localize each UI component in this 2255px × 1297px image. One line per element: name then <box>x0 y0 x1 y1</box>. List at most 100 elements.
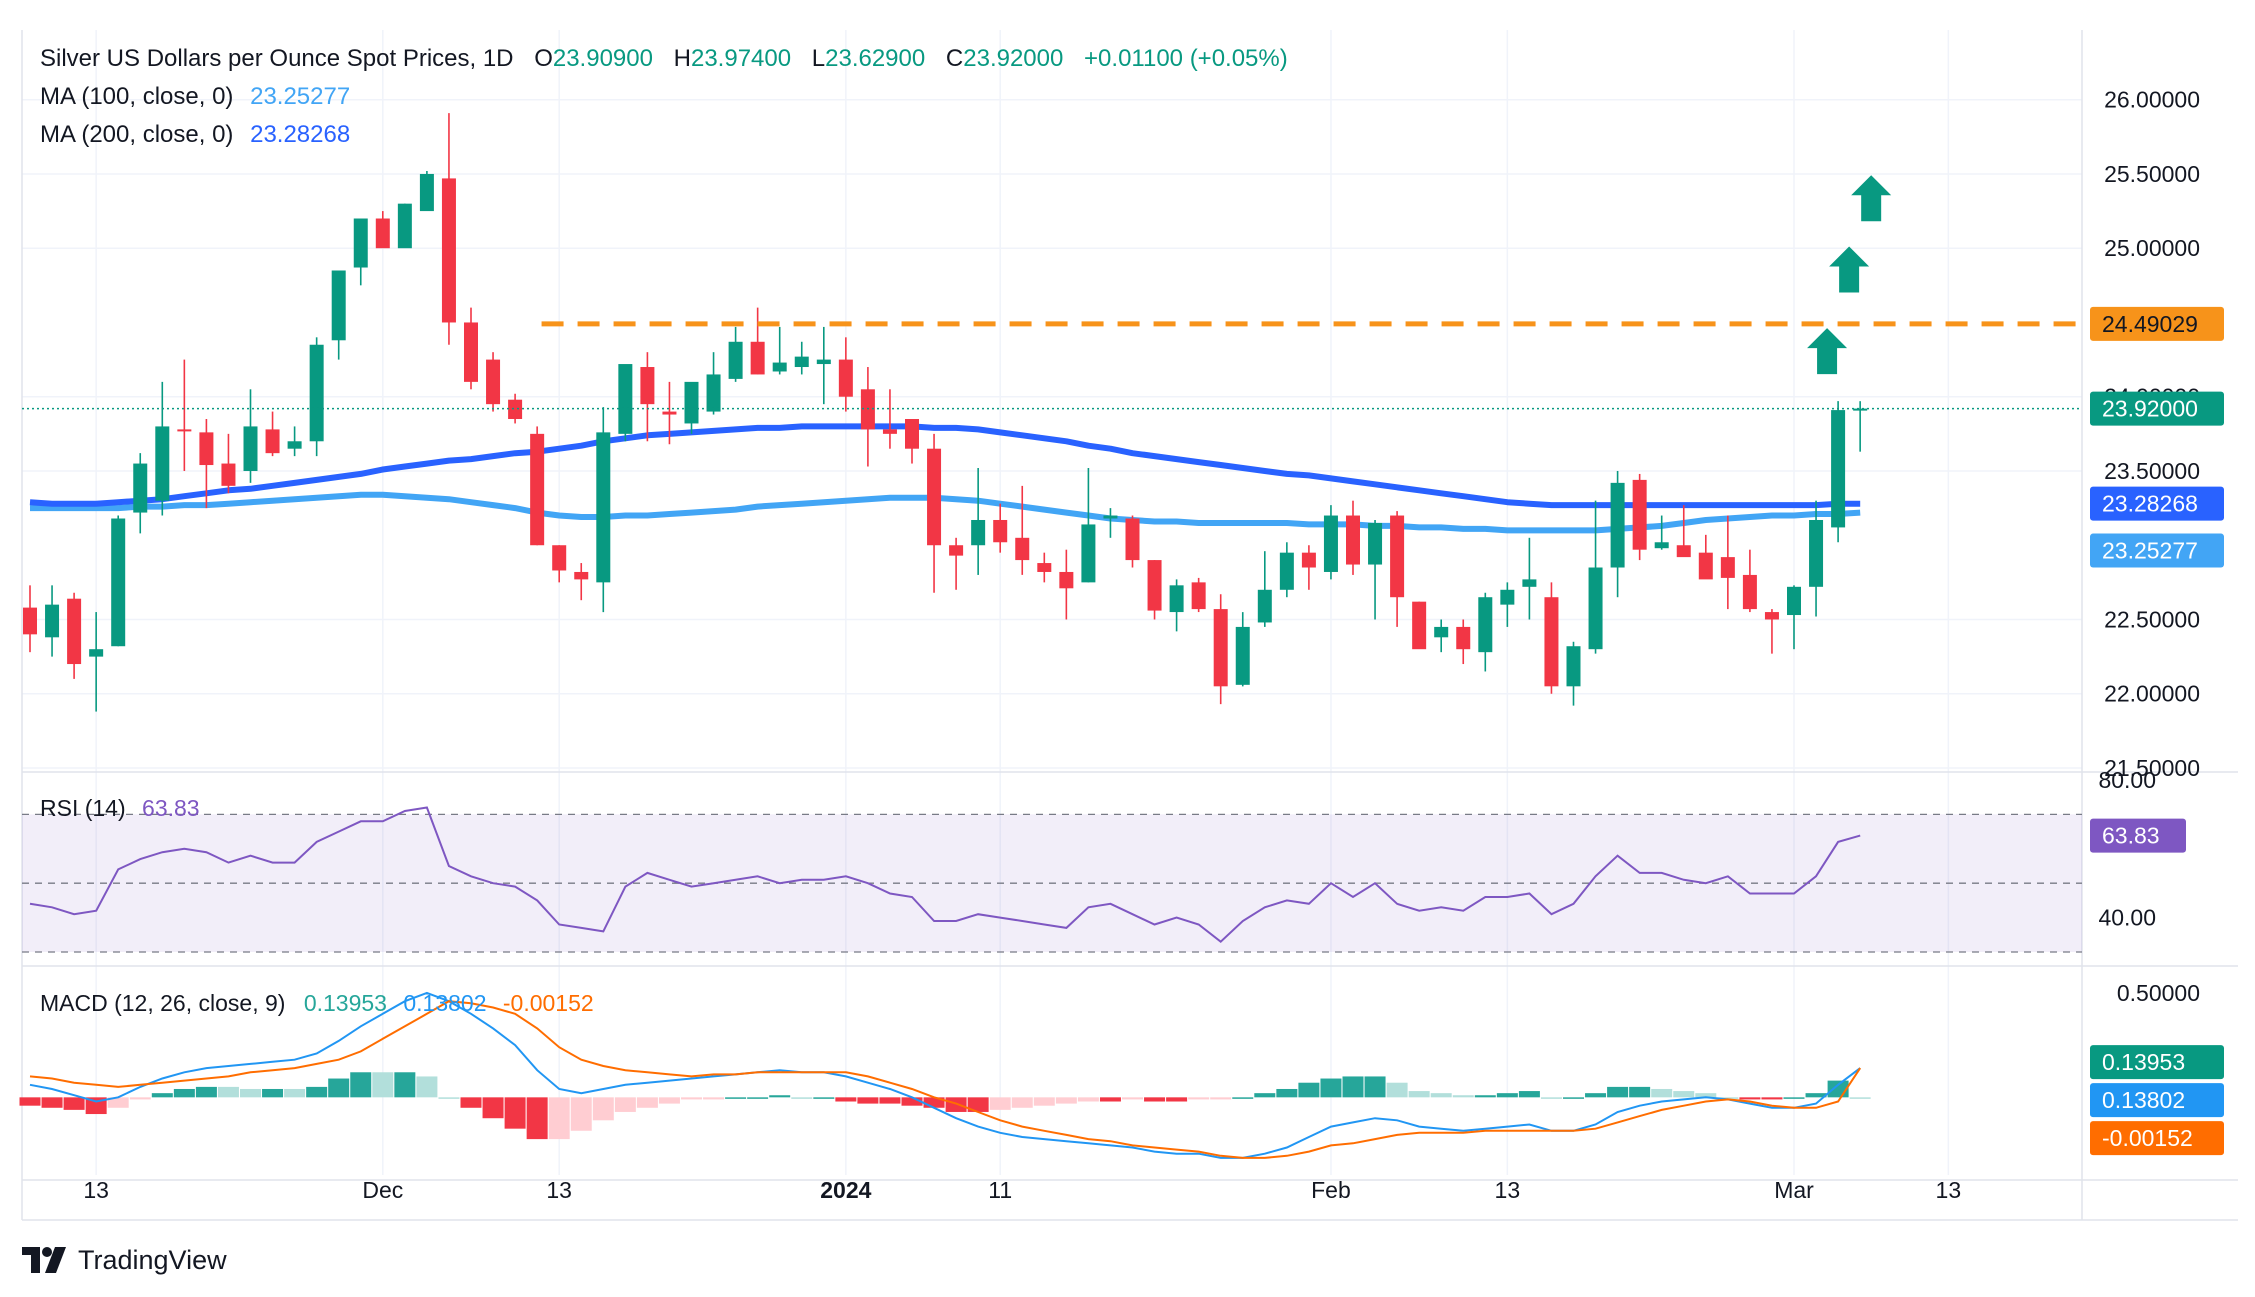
signal-line <box>29 1000 1862 1159</box>
time-tick-label: Feb <box>1311 1177 1351 1203</box>
candle-body-up <box>133 463 148 513</box>
pane-separators <box>21 30 2238 1221</box>
grid-lines <box>22 30 2082 1175</box>
candle-body-up <box>1654 542 1669 549</box>
macd-histogram-bar <box>703 1097 725 1100</box>
ma200-price-tag-text: 23.28268 <box>2102 491 2198 517</box>
macd-histogram-bar <box>350 1072 372 1098</box>
candle-body-up <box>353 218 368 268</box>
candle-body-up <box>1368 522 1383 565</box>
ma200-price-tag: 23.28268 <box>2090 486 2224 521</box>
macd-histogram-bar <box>1651 1088 1673 1098</box>
macd-histogram-bar <box>195 1086 217 1098</box>
candle-body-down <box>1764 612 1779 620</box>
time-tick-label: 13 <box>1936 1177 1962 1203</box>
macd-histogram-bar <box>923 1097 945 1108</box>
hist-value-tag: -0.00152 <box>2090 1121 2224 1156</box>
time-tick-label: 13 <box>83 1177 109 1203</box>
candle-body-down <box>464 322 478 382</box>
candle-body-up <box>1478 597 1493 653</box>
candle-body-down <box>640 367 655 405</box>
ma100-legend[interactable]: MA (100, close, 0) 23.25277 <box>40 83 350 110</box>
candle-body-up <box>1787 586 1801 616</box>
time-tick-label: Dec <box>362 1177 403 1203</box>
macd-histogram-bar <box>240 1088 261 1098</box>
macd-histogram-bar <box>41 1097 63 1108</box>
macd-value-tag-bg <box>2090 1045 2224 1080</box>
candle-body-up <box>1235 626 1250 685</box>
macd-histogram-bar <box>1430 1093 1452 1098</box>
candle-body-down <box>1346 515 1360 565</box>
macd-histogram-bar <box>857 1097 879 1104</box>
candle-body-up <box>684 381 699 424</box>
candle-body-up <box>287 441 302 449</box>
macd-histogram-bar <box>1254 1093 1276 1098</box>
hist-value-tag-text: -0.00152 <box>2102 1125 2193 1151</box>
candle-body-up <box>728 341 743 379</box>
macd-histogram-bar <box>967 1097 989 1112</box>
ma200-line <box>29 423 1861 509</box>
ma200-legend[interactable]: MA (200, close, 0) 23.28268 <box>40 121 350 148</box>
macd-histogram-bar <box>1585 1093 1607 1098</box>
candle-body-down <box>1742 574 1757 610</box>
hist-value-tag-bg <box>2090 1121 2224 1156</box>
hist-legend-value: -0.00152 <box>503 990 594 1016</box>
candle-body-down <box>1456 626 1471 650</box>
rsi-legend[interactable]: RSI (14) 63.83 <box>40 795 200 821</box>
macd-legend[interactable]: MACD (12, 26, close, 9) 0.13953 0.13802 … <box>40 990 594 1016</box>
macd-histogram-bar <box>1386 1082 1408 1098</box>
macd-histogram-bar <box>901 1097 923 1106</box>
resistance-price-tag-bg <box>2090 306 2224 341</box>
candle-body-up <box>706 374 721 412</box>
candle-body-up <box>89 649 104 657</box>
macd-value-tag-text: 0.13953 <box>2102 1049 2185 1075</box>
macd-histogram-bar <box>681 1097 702 1100</box>
rsi-legend-value: 63.83 <box>142 795 200 821</box>
macd-histogram-bar <box>658 1097 680 1104</box>
candle-body-up <box>1434 626 1449 638</box>
ma200-legend-label: MA (200, close, 0) <box>40 121 233 148</box>
macd-histogram-bar <box>1122 1097 1143 1100</box>
candle-body-down <box>993 519 1008 543</box>
resistance-price-tag: 24.49029 <box>2090 306 2224 341</box>
axes: 21.5000022.0000022.5000023.5000024.00000… <box>83 87 2224 1203</box>
candle-body-up <box>971 519 986 546</box>
macd-histogram-bar <box>1783 1097 1805 1099</box>
candle-body-up <box>794 356 809 368</box>
close-label: C <box>946 45 963 72</box>
candle-body-down <box>1544 597 1559 687</box>
macd-histogram-bar <box>1849 1097 1871 1099</box>
candle-body-down <box>882 429 897 434</box>
candle-body-up <box>1610 482 1625 568</box>
macd-histogram-bar <box>636 1097 658 1108</box>
ma100-price-tag-text: 23.25277 <box>2102 538 2198 564</box>
candle-body-up <box>1853 408 1868 411</box>
macd-line <box>29 991 1861 1159</box>
macd-histogram-bar <box>1518 1091 1540 1098</box>
macd-histogram-bar <box>1210 1097 1232 1100</box>
macd-histogram-bar <box>460 1097 482 1108</box>
candle-body-down <box>508 399 523 419</box>
price-overlays <box>22 321 2082 410</box>
signal-value-tag: 0.13802 <box>2090 1083 2224 1118</box>
candle-body-down <box>199 432 214 466</box>
candle-body-up <box>1279 552 1294 590</box>
low-value: 23.62900 <box>825 45 925 72</box>
macd-histogram-bar <box>1673 1091 1695 1098</box>
legend-line: Silver US Dollars per Ounce Spot Prices,… <box>40 45 1288 72</box>
rsi-value-tag: 63.83 <box>2090 818 2186 853</box>
macd-histogram-bar <box>1607 1086 1629 1098</box>
macd-histogram-bar <box>1563 1097 1584 1099</box>
macd-histogram-bar <box>504 1097 526 1129</box>
macd-histogram-bar <box>1452 1095 1474 1098</box>
candle-body-up <box>1103 515 1118 519</box>
macd-tick-label: 0.50000 <box>2117 980 2200 1006</box>
macd-histogram-bar <box>1717 1097 1739 1099</box>
candle-body-up <box>1588 567 1603 650</box>
macd-histogram-bar <box>1761 1097 1783 1100</box>
tradingview-footer[interactable]: TradingView <box>22 1238 227 1282</box>
candle-body-down <box>1059 571 1074 589</box>
candle-body-down <box>1191 582 1206 610</box>
macd-histogram-bar <box>614 1097 636 1112</box>
